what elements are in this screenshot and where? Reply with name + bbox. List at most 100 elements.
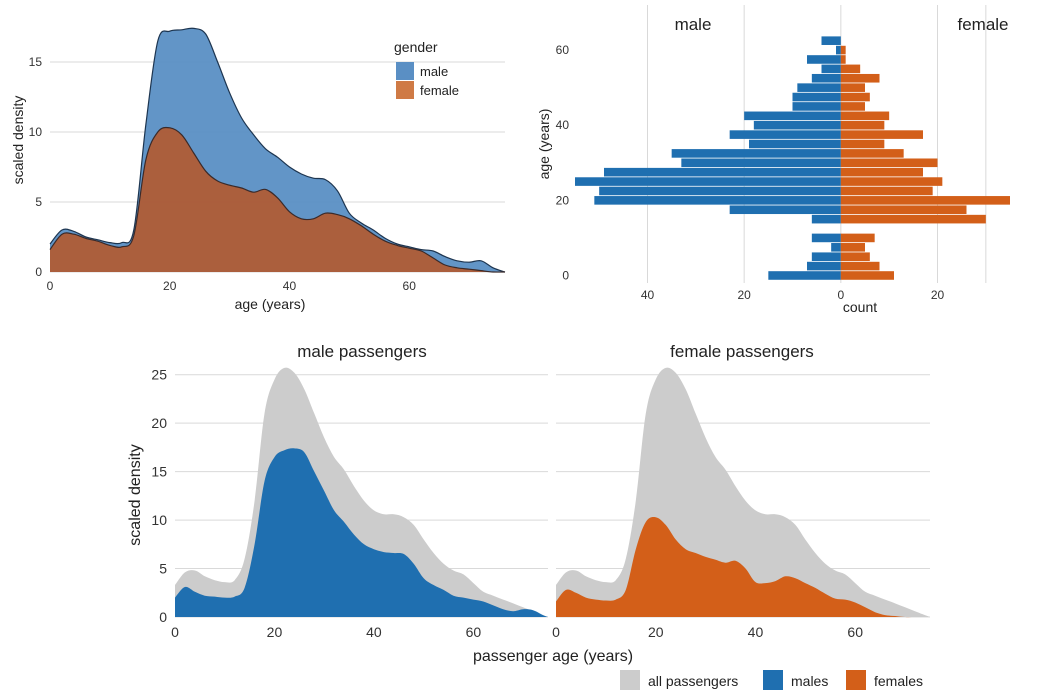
p2-side-label-female: female <box>957 15 1008 34</box>
legend-swatch-females <box>846 670 866 690</box>
p2-male-bar <box>729 130 841 139</box>
p4-females-area <box>556 516 930 618</box>
p2-female-bar <box>840 167 923 177</box>
p2-x-tick-label: 20 <box>737 288 751 302</box>
p2-female-bar <box>840 83 865 92</box>
p3-panel-title: male passengers <box>297 342 426 361</box>
legend-label-females: females <box>874 673 923 689</box>
p4-x-tick-label: 40 <box>748 624 764 640</box>
p2-side-label-male: male <box>675 15 712 34</box>
p1-y-tick-label: 15 <box>29 55 43 69</box>
p3-x-tick-label: 0 <box>171 624 179 640</box>
p2-x-tick-label: 40 <box>641 288 655 302</box>
p2-male-bar <box>792 92 841 102</box>
p2-female-bar <box>840 252 870 261</box>
p2-female-bar <box>840 186 933 196</box>
p2-male-bar <box>753 120 841 130</box>
p2-male-bar <box>599 186 841 196</box>
p4-x-tick-label: 0 <box>552 624 560 640</box>
legend-label-males: males <box>791 673 828 689</box>
p2-male-bar <box>749 139 841 149</box>
p1-y-tick-label: 10 <box>29 125 43 139</box>
p2-male-bar <box>821 36 841 45</box>
p2-male-bar <box>681 158 841 168</box>
p2-female-bar <box>840 55 846 64</box>
bottom-x-axis-title: passenger age (years) <box>473 648 633 665</box>
p4-panel-title: female passengers <box>670 342 814 361</box>
p4-x-tick-label: 20 <box>648 624 664 640</box>
p2-male-bar <box>604 167 841 177</box>
p2-y-axis-title: age (years) <box>536 109 552 180</box>
p2-female-bar <box>840 214 986 224</box>
p2-x-axis-title: count <box>843 299 877 315</box>
p2-male-bar <box>575 177 841 186</box>
p4-x-tick-label: 60 <box>847 624 863 640</box>
p2-male-bar <box>792 102 841 111</box>
p2-female-bar <box>840 243 865 252</box>
p1-x-tick-label: 20 <box>163 279 177 293</box>
p1-y-tick-label: 5 <box>35 195 42 209</box>
p3-x-tick-label: 20 <box>267 624 283 640</box>
p2-male-bar <box>807 55 841 64</box>
p2-female-bar <box>840 102 865 111</box>
p2-female-bar <box>840 271 894 280</box>
p2-female-bar <box>840 261 880 271</box>
p2-male-bar <box>594 196 841 205</box>
female-passengers-panel: 0 20 40 60 <box>552 367 930 640</box>
p3-males-area <box>175 448 548 617</box>
p2-male-bar <box>797 83 841 92</box>
p2-male-bar <box>821 64 841 74</box>
p2-x-tick-label: 20 <box>931 288 945 302</box>
p2-male-bar <box>807 261 841 271</box>
legend-swatch-all-passengers <box>620 670 640 690</box>
male-passengers-panel: 0 5 10 15 20 25 0 20 40 60 <box>151 367 548 640</box>
p2-female-bar <box>840 139 885 149</box>
p2-male-bar <box>811 73 841 83</box>
legend-label-all-passengers: all passengers <box>648 673 738 689</box>
p2-female-bar <box>840 196 1010 205</box>
p1-x-tick-label: 0 <box>47 279 54 293</box>
p3-y-tick-label: 0 <box>159 609 167 625</box>
p3-y-tick-label: 20 <box>151 415 167 431</box>
p2-female-bar <box>840 45 846 55</box>
p2-y-tick-label: 60 <box>556 43 570 57</box>
p2-y-tick-label: 40 <box>556 118 570 132</box>
p2-female-bar <box>840 233 875 243</box>
p2-male-bar <box>811 252 841 261</box>
p2-male-bar <box>811 214 841 224</box>
p2-female-bar <box>840 111 890 121</box>
p2-male-bar <box>836 45 841 55</box>
p1-female-density-outline <box>49 126 506 273</box>
bottom-legend: all passengers males females <box>620 670 923 690</box>
p2-female-bar <box>840 64 861 74</box>
p1-x-axis-title: age (years) <box>235 296 306 312</box>
p1-x-tick-label: 60 <box>403 279 417 293</box>
p2-female-bar <box>840 158 938 168</box>
age-pyramid-panel: 40 20 0 20 0 20 40 60 <box>556 5 1010 302</box>
p2-female-bar <box>840 205 967 215</box>
p2-male-bar <box>768 271 841 280</box>
p2-y-tick-label: 20 <box>556 193 570 207</box>
p1-legend-title: gender <box>394 39 438 55</box>
p1-female-density-area <box>50 127 505 273</box>
p2-female-bar <box>840 149 904 158</box>
p3-y-tick-label: 10 <box>151 512 167 528</box>
p1-x-tick-label: 40 <box>283 279 297 293</box>
p2-male-bar <box>729 205 841 215</box>
p3-x-tick-label: 60 <box>466 624 482 640</box>
p2-female-bar <box>840 177 943 186</box>
p2-x-tick-label: 0 <box>837 288 844 302</box>
legend-swatch-males <box>763 670 783 690</box>
p2-female-bar <box>840 130 923 139</box>
bottom-y-axis-title: scaled density <box>127 444 144 545</box>
p1-legend-male-label: male <box>420 64 448 79</box>
p1-y-axis-title: scaled density <box>10 96 26 185</box>
overlapping-density-panel: 0 5 10 15 0 20 40 60 <box>29 27 506 293</box>
p3-x-tick-label: 40 <box>366 624 382 640</box>
p3-y-tick-label: 15 <box>151 464 167 480</box>
p2-female-bar <box>840 92 870 102</box>
p3-y-tick-label: 5 <box>159 561 167 577</box>
p2-male-bar <box>744 111 841 121</box>
p1-legend-female-swatch <box>396 81 414 99</box>
